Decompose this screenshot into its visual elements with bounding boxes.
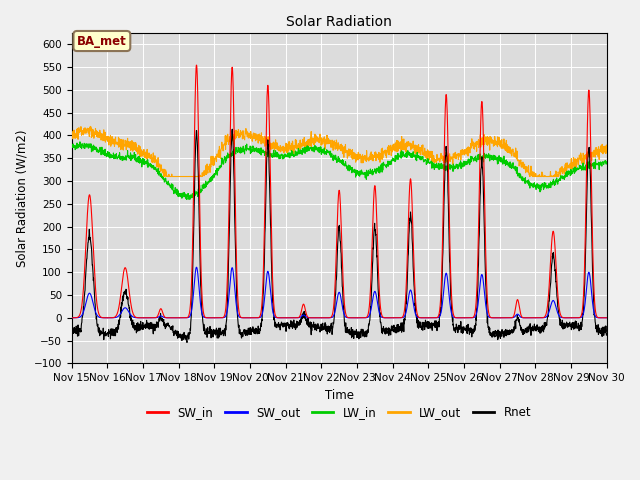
Text: BA_met: BA_met	[77, 35, 127, 48]
Legend: SW_in, SW_out, LW_in, LW_out, Rnet: SW_in, SW_out, LW_in, LW_out, Rnet	[142, 401, 536, 423]
Y-axis label: Solar Radiation (W/m2): Solar Radiation (W/m2)	[15, 130, 28, 267]
Title: Solar Radiation: Solar Radiation	[286, 15, 392, 29]
X-axis label: Time: Time	[324, 389, 354, 402]
